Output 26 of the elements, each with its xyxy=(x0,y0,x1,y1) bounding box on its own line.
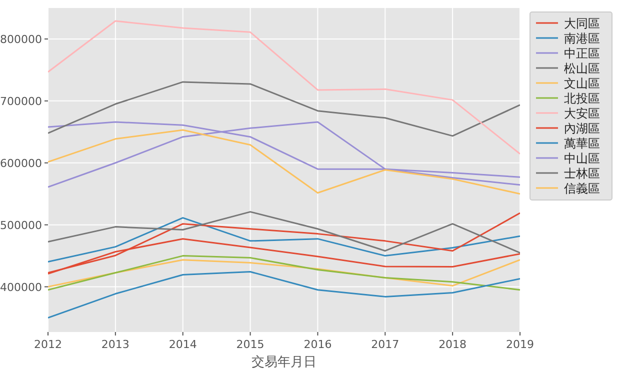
y-tick-label: 700000 xyxy=(0,94,42,108)
x-tick-label: 2013 xyxy=(101,338,130,351)
legend-label: 中正區 xyxy=(564,46,600,60)
x-tick-label: 2018 xyxy=(438,338,467,351)
legend-label: 內湖區 xyxy=(564,122,600,136)
x-axis-title: 交易年月日 xyxy=(252,354,316,370)
legend-label: 文山區 xyxy=(564,76,600,90)
legend-label: 萬華區 xyxy=(564,136,600,150)
x-tick-label: 2012 xyxy=(34,338,62,351)
legend-label: 大安區 xyxy=(564,106,600,120)
legend-label: 信義區 xyxy=(564,182,600,196)
x-tick-label: 2017 xyxy=(371,338,400,351)
y-tick-label: 400000 xyxy=(0,280,42,294)
legend-label: 大同區 xyxy=(564,16,600,30)
x-tick-label: 2014 xyxy=(168,338,197,351)
x-tick-label: 2019 xyxy=(506,338,534,351)
x-tick-label: 2016 xyxy=(304,338,332,351)
legend-label: 士林區 xyxy=(564,166,600,180)
y-tick-label: 800000 xyxy=(0,32,42,46)
legend-label: 北投區 xyxy=(564,92,600,106)
x-tick-label: 2015 xyxy=(236,338,264,351)
legend-label: 南港區 xyxy=(564,32,600,46)
legend-label: 松山區 xyxy=(564,62,600,76)
y-tick-label: 500000 xyxy=(0,218,42,232)
legend-label: 中山區 xyxy=(564,152,600,166)
y-tick-label: 600000 xyxy=(0,156,42,170)
